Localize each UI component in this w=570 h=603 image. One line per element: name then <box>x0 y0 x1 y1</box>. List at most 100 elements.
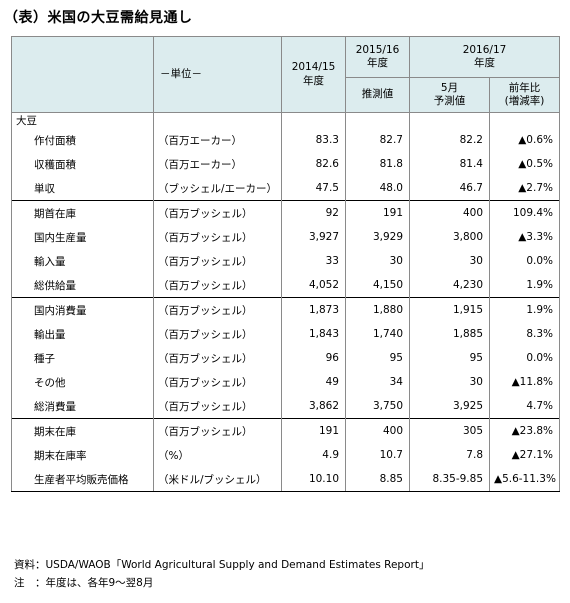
header-2016-17-year: 2016/17 年度 <box>409 36 560 78</box>
row-value-yoy: 1.9% <box>489 297 560 322</box>
row-value-2014-15: 1,843 <box>281 322 346 346</box>
row-name: 種子 <box>11 346 154 370</box>
row-value-2014-15: 4,052 <box>281 273 346 298</box>
row-name: その他 <box>11 370 154 394</box>
row-name: 国内生産量 <box>11 225 154 249</box>
table-row: 期首在庫 （百万ブッシェル） 92 191 400 109.4% <box>11 200 560 225</box>
row-value-2015-16: 1,880 <box>345 297 410 322</box>
table-row: 単収 （ブッシェル/エーカー） 47.5 48.0 46.7 ▲2.7% <box>11 176 560 201</box>
header-row-1: －単位－ 2014/15 年度 2015/16 年度 2016/17 年度 <box>11 36 560 113</box>
row-value-yoy: ▲5.6-11.3% <box>489 467 560 492</box>
row-value-yoy: 8.3% <box>489 322 560 346</box>
row-value-2016-17: 46.7 <box>409 176 490 201</box>
header-row-2: 推測値 5月 予測値 前年比 (増減率) <box>12 77 560 113</box>
table-row: 収穫面積 （百万エーカー） 82.6 81.8 81.4 ▲0.5% <box>11 152 560 176</box>
row-value-2016-17: 95 <box>409 346 490 370</box>
row-value-2015-16: 3,750 <box>345 394 410 419</box>
row-value-2016-17: 81.4 <box>409 152 490 176</box>
row-value-yoy: ▲2.7% <box>489 176 560 201</box>
row-unit: （百万ブッシェル） <box>153 418 282 443</box>
row-value-2015-16: 191 <box>345 200 410 225</box>
row-value-2015-16: 10.7 <box>345 443 410 467</box>
row-value-yoy: 109.4% <box>489 200 560 225</box>
row-name: 期末在庫 <box>11 418 154 443</box>
header-2016-17-may-forecast: 5月 予測値 <box>409 77 490 113</box>
row-value-yoy: ▲11.8% <box>489 370 560 394</box>
table-row: その他 （百万ブッシェル） 49 34 30 ▲11.8% <box>11 370 560 394</box>
table-title: （表）米国の大豆需給見通し <box>4 10 193 26</box>
row-value-2014-15: 4.9 <box>281 443 346 467</box>
row-unit: （百万ブッシェル） <box>153 346 282 370</box>
table-row: 総供給量 （百万ブッシェル） 4,052 4,150 4,230 1.9% <box>11 273 560 298</box>
row-name: 総供給量 <box>11 273 154 298</box>
row-unit: （百万エーカー） <box>153 128 282 152</box>
row-value-2014-15: 47.5 <box>281 176 346 201</box>
row-value-yoy: ▲3.3% <box>489 225 560 249</box>
row-value-2014-15: 49 <box>281 370 346 394</box>
table-row: 種子 （百万ブッシェル） 96 95 95 0.0% <box>11 346 560 370</box>
row-unit: （百万ブッシェル） <box>153 273 282 298</box>
row-value-2016-17: 7.8 <box>409 443 490 467</box>
row-value-2015-16: 1,740 <box>345 322 410 346</box>
row-value-yoy: 4.7% <box>489 394 560 419</box>
category-row: 大豆 <box>11 112 560 128</box>
row-name: 単収 <box>11 176 154 201</box>
row-value-yoy: 0.0% <box>489 249 560 273</box>
row-unit: （百万ブッシェル） <box>153 297 282 322</box>
row-value-2015-16: 48.0 <box>345 176 410 201</box>
row-unit: （百万ブッシェル） <box>153 225 282 249</box>
row-value-2015-16: 400 <box>345 418 410 443</box>
row-value-2015-16: 34 <box>345 370 410 394</box>
soybean-supply-demand-table: －単位－ 2014/15 年度 2015/16 年度 2016/17 年度 推測… <box>11 36 560 492</box>
row-value-2016-17: 4,230 <box>409 273 490 298</box>
row-value-2015-16: 8.85 <box>345 467 410 492</box>
row-value-2016-17: 82.2 <box>409 128 490 152</box>
table-row: 期末在庫率 （%） 4.9 10.7 7.8 ▲27.1% <box>11 443 560 467</box>
header-2016-17-yoy: 前年比 (増減率) <box>489 77 560 113</box>
row-unit: （百万ブッシェル） <box>153 394 282 419</box>
source-note: 資料：USDA/WAOB「World Agricultural Supply a… <box>14 559 430 571</box>
header-2015-16-estimate: 推測値 <box>345 77 410 113</box>
table-row: 作付面積 （百万エーカー） 83.3 82.7 82.2 ▲0.6% <box>11 128 560 152</box>
row-value-yoy: ▲27.1% <box>489 443 560 467</box>
row-value-2016-17: 305 <box>409 418 490 443</box>
row-value-2015-16: 81.8 <box>345 152 410 176</box>
row-unit: （百万ブッシェル） <box>153 322 282 346</box>
row-value-yoy: ▲0.5% <box>489 152 560 176</box>
row-unit: （%） <box>153 443 282 467</box>
table-row: 輸入量 （百万ブッシェル） 33 30 30 0.0% <box>11 249 560 273</box>
row-value-yoy: ▲23.8% <box>489 418 560 443</box>
row-value-2014-15: 1,873 <box>281 297 346 322</box>
row-unit: （米ドル/ブッシェル） <box>153 467 282 492</box>
row-value-2014-15: 10.10 <box>281 467 346 492</box>
row-unit: （ブッシェル/エーカー） <box>153 176 282 201</box>
row-name: 国内消費量 <box>11 297 154 322</box>
table-row: 期末在庫 （百万ブッシェル） 191 400 305 ▲23.8% <box>11 418 560 443</box>
row-value-2014-15: 83.3 <box>281 128 346 152</box>
row-name: 作付面積 <box>11 128 154 152</box>
row-value-2014-15: 92 <box>281 200 346 225</box>
table-row: 生産者平均販売価格 （米ドル/ブッシェル） 10.10 8.85 8.35-9.85 ▲5… <box>11 467 560 492</box>
row-value-2016-17: 1,915 <box>409 297 490 322</box>
fiscal-year-note: 注 ：年度は、各年9～翌8月 <box>14 577 154 589</box>
row-value-yoy: 1.9% <box>489 273 560 298</box>
row-value-2016-17: 3,925 <box>409 394 490 419</box>
row-value-2015-16: 95 <box>345 346 410 370</box>
row-value-2016-17: 1,885 <box>409 322 490 346</box>
row-value-2016-17: 30 <box>409 249 490 273</box>
table-row: 輸出量 （百万ブッシェル） 1,843 1,740 1,885 8.3% <box>11 322 560 346</box>
row-value-2014-15: 82.6 <box>281 152 346 176</box>
row-value-2015-16: 30 <box>345 249 410 273</box>
row-name: 期末在庫率 <box>11 443 154 467</box>
header-2015-16-year: 2015/16 年度 <box>345 36 410 78</box>
row-unit: （百万ブッシェル） <box>153 370 282 394</box>
row-value-2014-15: 3,927 <box>281 225 346 249</box>
table-row: 国内生産量 （百万ブッシェル） 3,927 3,929 3,800 ▲3.3% <box>11 225 560 249</box>
row-value-yoy: 0.0% <box>489 346 560 370</box>
row-name: 期首在庫 <box>11 200 154 225</box>
row-name: 輸出量 <box>11 322 154 346</box>
header-blank-cell <box>11 36 154 113</box>
table-row: 総消費量 （百万ブッシェル） 3,862 3,750 3,925 4.7% <box>11 394 560 419</box>
row-name: 輸入量 <box>11 249 154 273</box>
row-value-2016-17: 400 <box>409 200 490 225</box>
